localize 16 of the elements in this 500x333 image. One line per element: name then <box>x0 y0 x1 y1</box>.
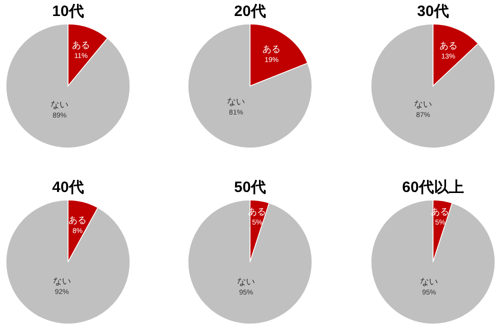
chart-title: 10代 <box>52 3 84 20</box>
slice-label: ない <box>227 96 246 107</box>
slice-label: ない <box>237 276 256 286</box>
slice-label: ない <box>50 99 69 110</box>
slice-label: ある <box>72 40 90 50</box>
slice-label: ない <box>52 276 71 286</box>
chart-title: 30代 <box>417 3 449 20</box>
slice-label: ない <box>420 276 438 286</box>
chart-title: 40代 <box>52 179 84 196</box>
slice-label: ある <box>68 214 87 225</box>
slice-label: ない <box>414 98 432 109</box>
chart-title: 60代以上 <box>402 179 464 196</box>
slice-label: ある <box>439 40 458 51</box>
slice-label: ある <box>262 44 281 54</box>
chart-title: 50代 <box>234 179 266 196</box>
chart-title: 20代 <box>234 3 266 20</box>
